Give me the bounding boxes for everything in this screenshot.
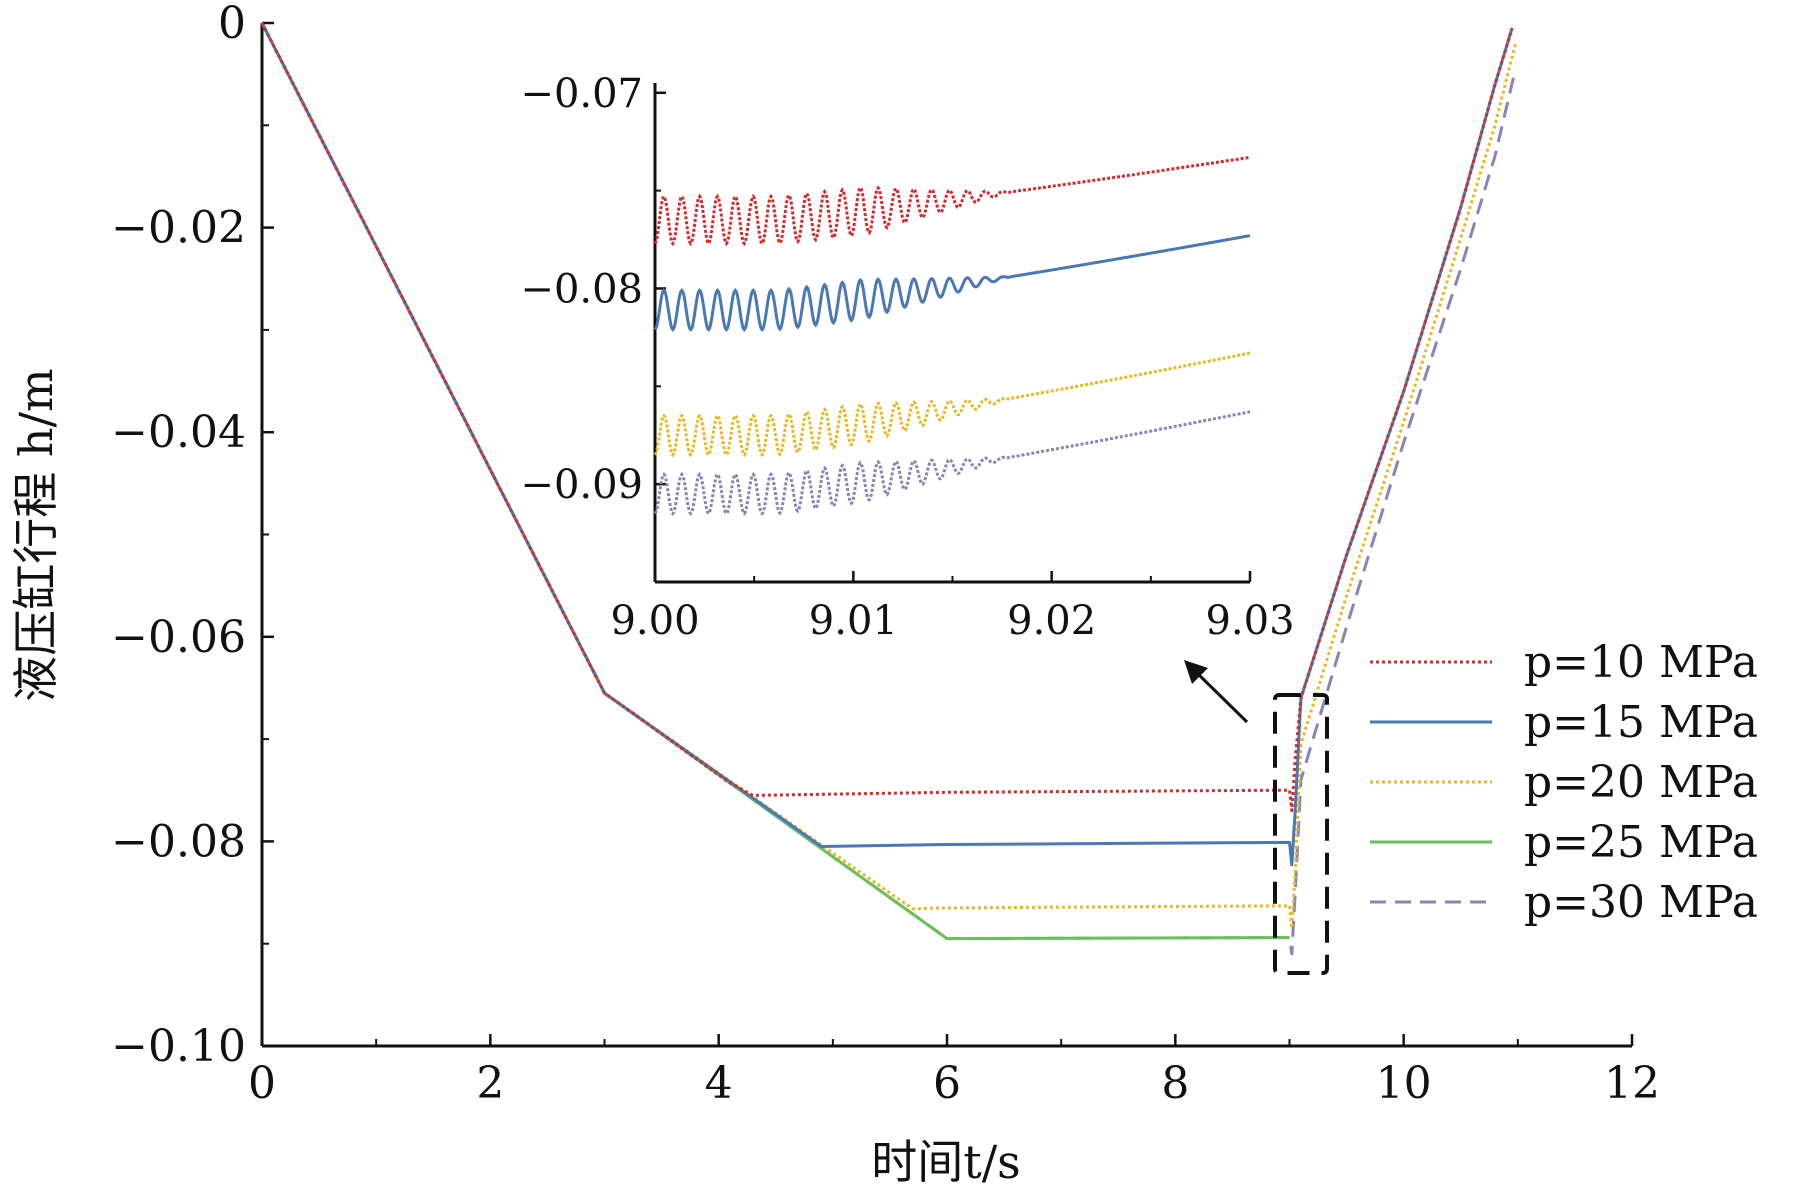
legend-label: p=20 MPa — [1524, 757, 1758, 808]
legend-label: p=25 MPa — [1524, 817, 1758, 868]
inset-x-tick-label: 9.03 — [1205, 598, 1294, 644]
inset-x-tick-label: 9.00 — [610, 598, 699, 644]
x-tick-label: 2 — [476, 1058, 504, 1109]
inset-y-tick-label: −0.08 — [520, 266, 643, 312]
y-tick-label: −0.02 — [111, 203, 246, 254]
y-tick-label: −0.08 — [111, 816, 246, 867]
inset-x-tick-label: 9.02 — [1007, 598, 1096, 644]
series-line — [260, 22, 1514, 813]
x-tick-label: 6 — [933, 1058, 961, 1109]
x-tick-label: 8 — [1161, 1058, 1189, 1109]
x-tick-label: 12 — [1604, 1058, 1660, 1109]
inset-series-line — [653, 155, 1251, 247]
y-tick-label: 0 — [218, 0, 246, 49]
y-tick-label: −0.04 — [111, 407, 246, 458]
legend: p=10 MPa p=15 MPa p=20 MPa p=25 MPa p=30 MPa — [1370, 637, 1758, 928]
series-line — [260, 22, 1514, 867]
x-tick-label: 0 — [248, 1058, 276, 1109]
inset-y-tick-label: −0.09 — [520, 462, 643, 508]
inset-series-line — [653, 234, 1251, 333]
series-line — [260, 22, 1517, 930]
legend-label: p=30 MPa — [1524, 877, 1758, 928]
inset-series-line — [653, 410, 1251, 516]
inset-series-group — [653, 155, 1251, 516]
zoom-arrow-head — [1184, 660, 1208, 684]
series-line — [260, 22, 1290, 941]
x-axis-title: 时间t/s — [871, 1135, 1021, 1189]
inset-axes: 9.00 9.01 9.02 9.03 −0.07 −0.08 −0.09 — [520, 71, 1294, 644]
inset-series-line — [653, 351, 1251, 458]
legend-label: p=10 MPa — [1524, 637, 1758, 688]
inset-y-tick-label: −0.07 — [520, 71, 643, 117]
inset-x-tick-label: 9.01 — [809, 598, 898, 644]
x-tick-label: 4 — [705, 1058, 733, 1109]
y-tick-label: −0.10 — [111, 1021, 246, 1072]
y-axis-title: 液压缸行程 h/m — [9, 368, 63, 701]
y-tick-label: −0.06 — [111, 612, 246, 663]
main-axes: 0 2 4 6 8 10 12 0 −0.02 −0.04 −0.06 −0.08 −0.10 — [111, 0, 1660, 1109]
legend-label: p=15 MPa — [1524, 697, 1758, 748]
main-series-group — [260, 22, 1517, 956]
zoom-box — [1273, 693, 1329, 975]
zoom-arrow-line — [1194, 670, 1249, 724]
x-tick-label: 10 — [1376, 1058, 1432, 1109]
